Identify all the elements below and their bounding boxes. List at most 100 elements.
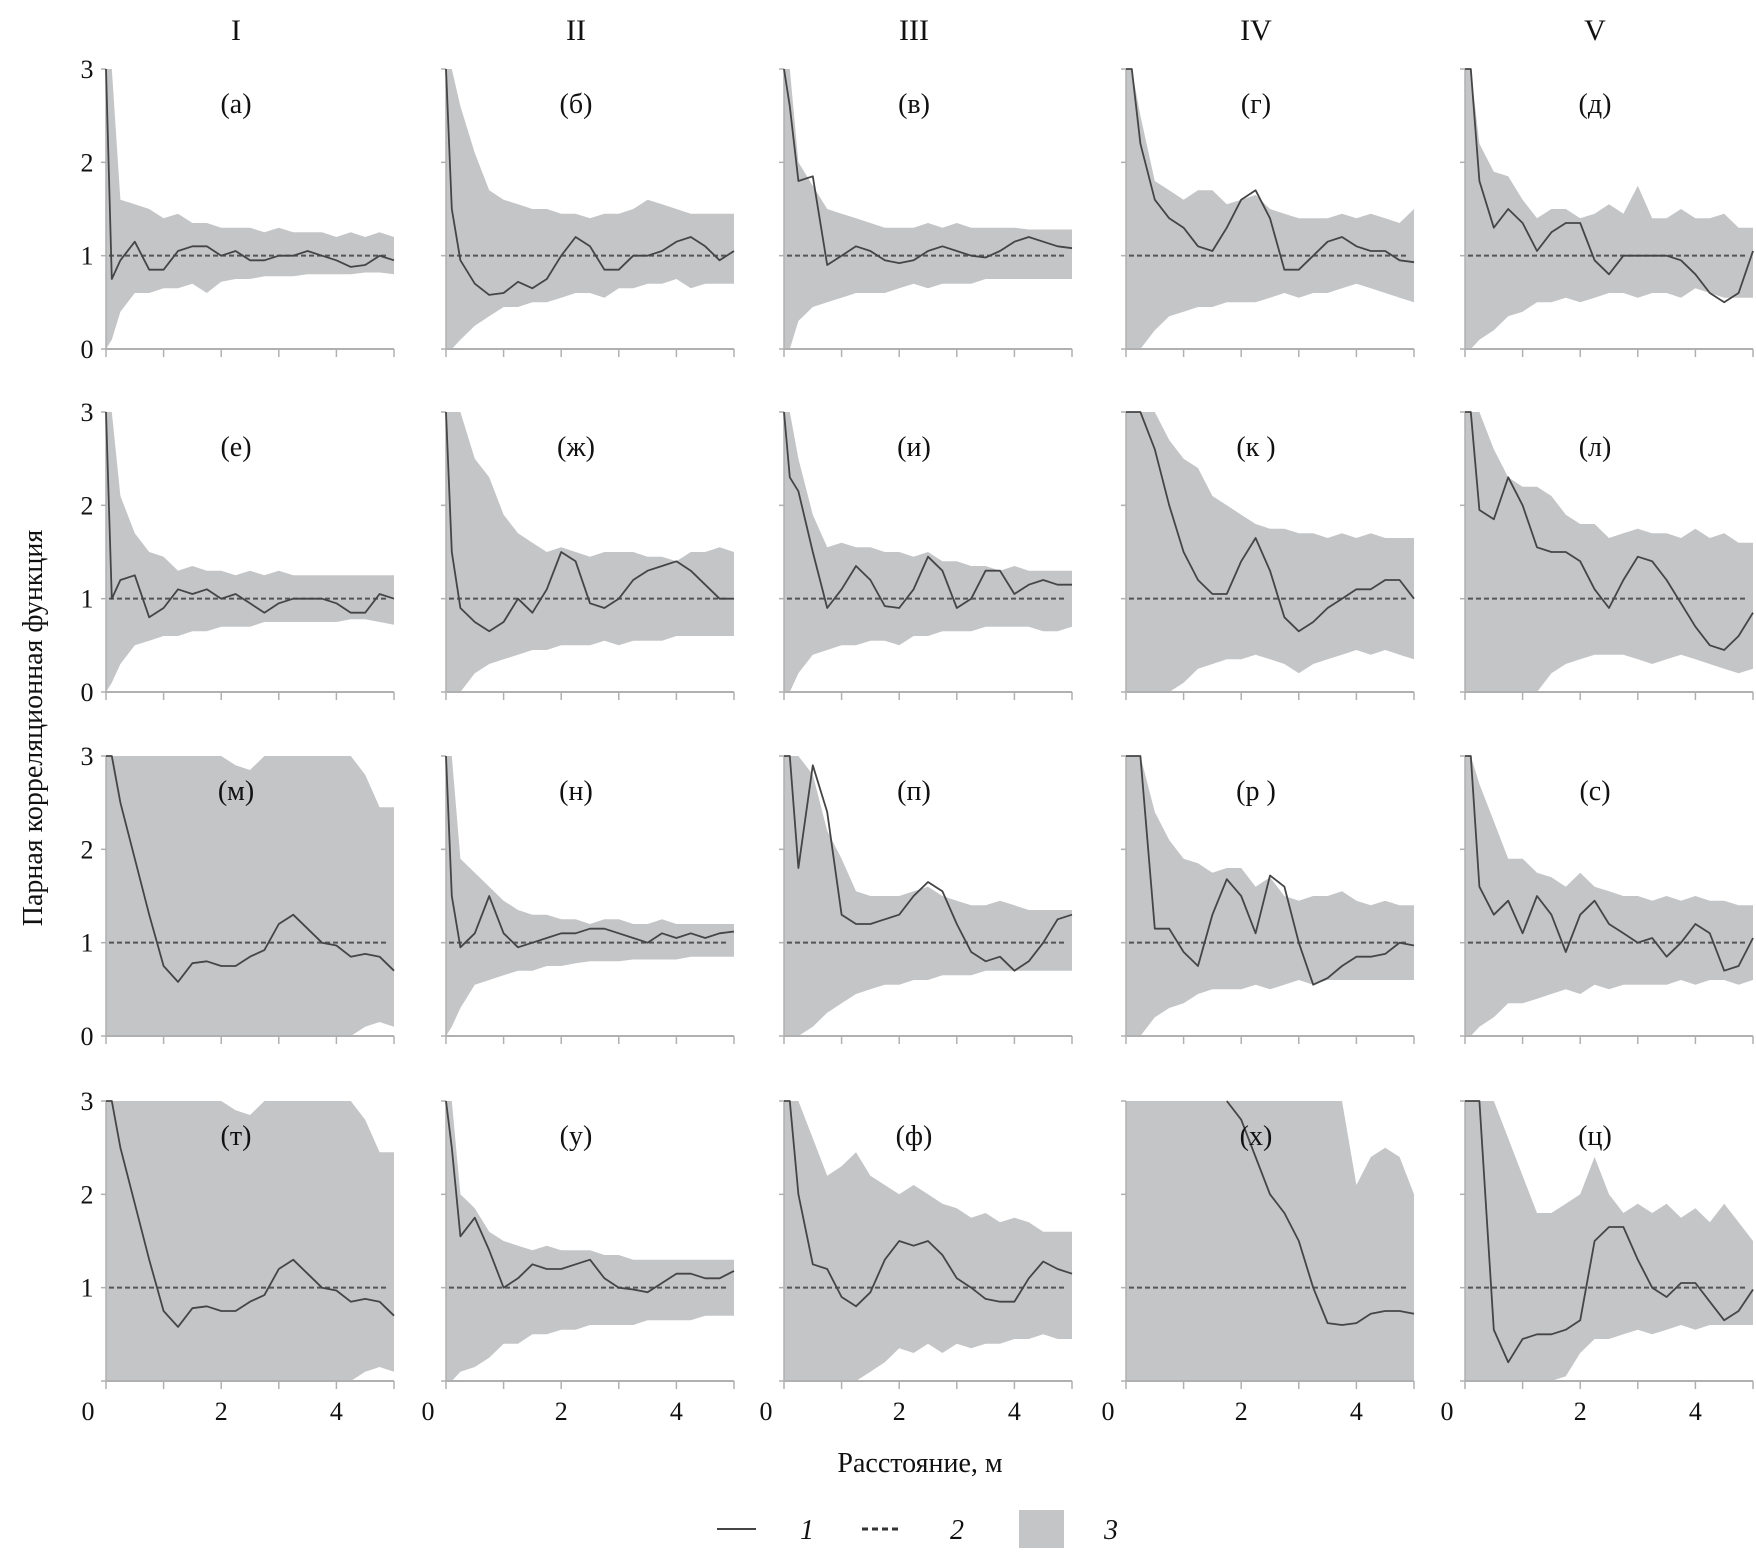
pcf-line (1465, 411, 1754, 651)
panel-label: (у) (560, 1121, 593, 1152)
y-axis-label: Парная корреляционная функция (18, 530, 49, 927)
x-tick-label: 0 (760, 1397, 773, 1426)
pcf-line (783, 411, 1072, 609)
x-tick-label: 0 (1441, 1397, 1454, 1426)
pcf-line (1126, 68, 1415, 271)
legend-label-2: 2 (950, 1515, 964, 1546)
x-tick-label: 0 (82, 1397, 95, 1426)
panel-label: (с) (1579, 776, 1610, 807)
envelope-band (1126, 412, 1414, 692)
x-axis-label: Расстояние, м (837, 1448, 1002, 1479)
y-tick-label: 2 (81, 835, 94, 864)
x-tick-label: 4 (670, 1397, 683, 1426)
panel: (д) (1460, 68, 1754, 357)
x-tick-label: 2 (215, 1397, 228, 1426)
x-tick-label: 4 (1350, 1397, 1363, 1426)
panel: (и) (779, 411, 1073, 700)
envelope-band (1465, 1101, 1753, 1381)
panel: (г) (1121, 68, 1415, 357)
y-tick-label: 0 (81, 335, 94, 364)
x-tick-label: 2 (1235, 1397, 1248, 1426)
pcf-line (105, 411, 395, 619)
panel: (п) (779, 755, 1073, 1044)
x-tick-label: 4 (1008, 1397, 1021, 1426)
panel: (ц) 0 2 4 (1441, 1100, 1754, 1426)
pcf-line (445, 1100, 735, 1294)
pcf-line (1126, 411, 1415, 633)
panel: (а) 0 1 2 3 (81, 55, 395, 364)
panel: (е) 0 1 2 3 (81, 398, 395, 707)
envelope-band (446, 756, 734, 1036)
panel-label: (р ) (1236, 776, 1276, 807)
panel-label: (л) (1579, 432, 1612, 463)
panel-label: (д) (1579, 89, 1612, 120)
envelope-band (784, 69, 1072, 349)
panel: (в) (779, 68, 1073, 357)
pcf-line (445, 68, 735, 296)
panel: (б) (441, 68, 735, 357)
column-header: I (231, 14, 241, 47)
column-header: III (899, 14, 929, 47)
pcf-line (784, 1100, 1073, 1308)
envelope-band (1465, 412, 1753, 692)
panel-label: (т) (221, 1121, 252, 1152)
envelope-band (1126, 1101, 1414, 1381)
pcf-line (445, 755, 735, 949)
pcf-line (1226, 1100, 1415, 1326)
y-tick-label: 1 (81, 929, 94, 958)
envelope-band (106, 756, 394, 1036)
envelope-band (106, 1101, 394, 1381)
y-tick-label: 3 (81, 398, 94, 427)
panel-label: (ц) (1578, 1121, 1612, 1152)
y-tick-label: 1 (81, 1274, 94, 1303)
panel: (у) 0 2 4 (422, 1100, 735, 1426)
y-tick-label: 0 (81, 1022, 94, 1051)
panel-label: (х) (1240, 1121, 1273, 1152)
pcf-line (1465, 68, 1754, 304)
y-tick-label: 3 (81, 1087, 94, 1116)
envelope-band (446, 1101, 734, 1381)
panel: (н) (441, 755, 735, 1044)
y-tick-label: 2 (81, 491, 94, 520)
panel: (к ) (1121, 411, 1415, 700)
panel-label: (м) (218, 776, 254, 807)
pcf-line (445, 411, 734, 633)
panel-label: (б) (560, 89, 593, 120)
x-tick-label: 2 (1574, 1397, 1587, 1426)
panel-label: (н) (559, 776, 593, 807)
y-tick-label: 1 (81, 242, 94, 271)
panel-label: (к ) (1236, 432, 1275, 463)
x-tick-label: 4 (330, 1397, 343, 1426)
envelope-band (106, 412, 394, 692)
y-tick-label: 3 (81, 742, 94, 771)
x-tick-label: 0 (422, 1397, 435, 1426)
panel: (ф) 0 2 4 (760, 1100, 1073, 1426)
legend-band-swatch (1019, 1510, 1064, 1548)
x-tick-label: 2 (893, 1397, 906, 1426)
panel: (л) (1460, 411, 1754, 700)
legend-label-3: 3 (1103, 1515, 1118, 1546)
panel-label: (п) (897, 776, 931, 807)
envelope-band (1465, 756, 1753, 1036)
panel: (м) 0 1 2 3 (81, 742, 395, 1051)
y-tick-label: 1 (81, 585, 94, 614)
envelope-band (784, 412, 1072, 692)
y-tick-label: 3 (81, 55, 94, 84)
y-tick-label: 2 (81, 148, 94, 177)
panel: (т) 1 2 3 0 2 4 (81, 1087, 395, 1426)
panel-label: (а) (220, 89, 251, 120)
panel-label: (ф) (896, 1121, 933, 1152)
pcf-line (106, 1100, 395, 1328)
envelope-band (1126, 69, 1414, 349)
x-tick-label: 2 (555, 1397, 568, 1426)
column-header: II (566, 14, 586, 47)
envelope-band (446, 412, 734, 692)
panel: (х) 0 2 4 (1102, 1100, 1415, 1426)
pcf-line (106, 755, 395, 983)
panel: (ж) (441, 411, 735, 700)
pcf-line (783, 68, 1073, 266)
panel-label: (г) (1241, 89, 1271, 120)
column-header: V (1584, 14, 1606, 47)
y-tick-label: 2 (81, 1180, 94, 1209)
